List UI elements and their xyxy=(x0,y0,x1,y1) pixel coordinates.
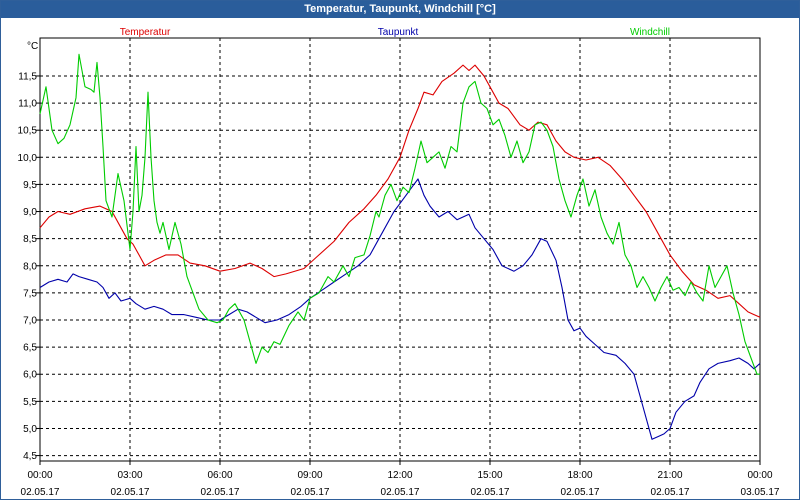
series-line-taupunkt xyxy=(39,178,761,440)
y-axis-ticks: 4,5 5,0 5,5 6,0 6,5 7,0 7,5 8,0 8,5 9,0 9,5 10,0 10,… xyxy=(18,71,40,462)
y-tick-label: 7,0 xyxy=(23,316,37,327)
x-tick-time-label: 00:00 xyxy=(747,470,772,481)
window-title: Temperatur, Taupunkt, Windchill [°C] xyxy=(1,1,799,18)
x-tick-date-label: 02.05.17 xyxy=(201,487,240,498)
y-tick-label: 8,0 xyxy=(23,261,37,272)
x-tick-date-label: 02.05.17 xyxy=(471,487,510,498)
x-tick-date-label: 02.05.17 xyxy=(561,487,600,498)
y-tick-label: 9,0 xyxy=(23,207,37,218)
y-tick-label: 11,5 xyxy=(18,71,37,82)
y-axis-label: °C xyxy=(27,41,38,52)
x-tick-date-label: 02.05.17 xyxy=(651,487,690,498)
chart: 4,5 5,0 5,5 6,0 6,5 7,0 7,5 8,0 8,5 9,0 9,5 10,0 10,… xyxy=(18,27,780,498)
chart-series xyxy=(39,53,761,440)
y-tick-label: 11,0 xyxy=(18,99,37,110)
y-tick-label: 6,0 xyxy=(23,370,37,381)
x-tick-time-label: 18:00 xyxy=(567,470,592,481)
x-axis-ticks: 00:00 02.05.17 03:00 02.05.17 06:00 02.05.17 0… xyxy=(21,461,780,498)
x-tick-date-label: 02.05.17 xyxy=(111,487,150,498)
legend-taupunkt: Taupunkt xyxy=(378,27,419,38)
x-tick-time-label: 06:00 xyxy=(207,470,232,481)
x-tick-date-label: 02.05.17 xyxy=(21,487,60,498)
y-tick-label: 10,5 xyxy=(18,126,38,137)
chart-grid xyxy=(40,38,760,461)
y-tick-label: 5,5 xyxy=(23,397,37,408)
x-tick-time-label: 00:00 xyxy=(27,470,52,481)
y-tick-label: 5,0 xyxy=(23,424,37,435)
y-tick-label: 6,5 xyxy=(23,343,37,354)
x-tick-date-label: 02.05.17 xyxy=(381,487,420,498)
x-tick-date-label: 03.05.17 xyxy=(741,487,780,498)
x-tick-date-label: 02.05.17 xyxy=(291,487,330,498)
series-line-temperatur xyxy=(39,64,761,318)
x-tick-time-label: 15:00 xyxy=(477,470,502,481)
legend-temperatur: Temperatur xyxy=(120,27,171,38)
y-tick-label: 10,0 xyxy=(18,153,38,164)
chart-legend: Temperatur Taupunkt Windchill xyxy=(120,27,670,38)
x-tick-time-label: 03:00 xyxy=(117,470,142,481)
x-tick-time-label: 21:00 xyxy=(657,470,682,481)
y-tick-label: 8,5 xyxy=(23,234,37,245)
y-tick-label: 7,5 xyxy=(23,288,37,299)
y-tick-label: 4,5 xyxy=(23,451,37,462)
x-tick-time-label: 12:00 xyxy=(387,470,412,481)
series-line-windchill xyxy=(39,53,760,375)
x-tick-time-label: 09:00 xyxy=(297,470,322,481)
legend-windchill: Windchill xyxy=(630,27,670,38)
y-tick-label: 9,5 xyxy=(23,180,37,191)
